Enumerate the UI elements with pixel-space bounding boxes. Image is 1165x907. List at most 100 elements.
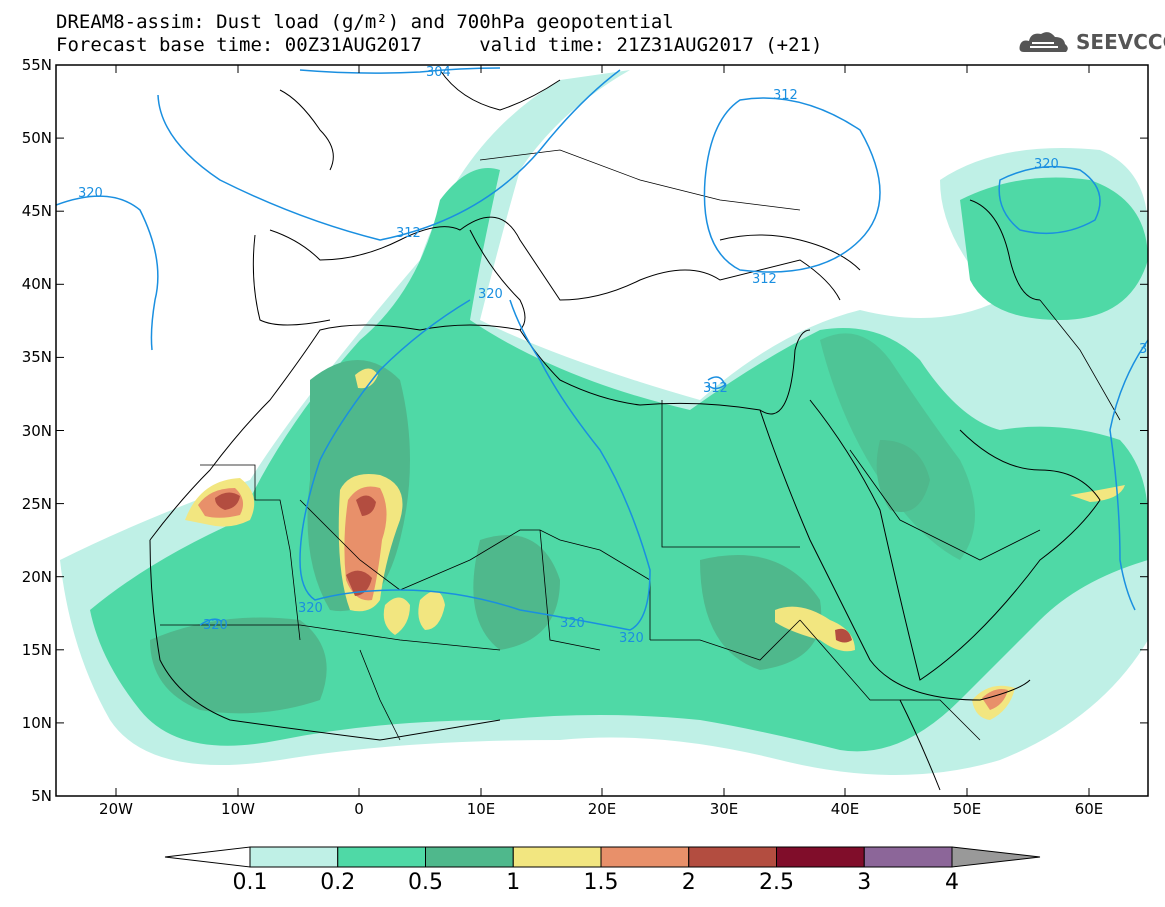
contour-320-atlantic — [56, 195, 159, 351]
dust-level-1-atlas — [355, 368, 378, 389]
colorbar-swatch — [688, 846, 777, 868]
dust-level-1-air — [418, 591, 445, 630]
latitude-label: 50N — [21, 129, 52, 148]
contour-312-west — [157, 69, 621, 241]
dust-level-2-mauritania — [215, 492, 240, 510]
colorbar-tick-label: 3 — [857, 870, 872, 895]
contour-label: 320 — [203, 618, 228, 633]
border-mauritania — [200, 464, 301, 641]
colorbar-swatch — [600, 846, 690, 868]
coastline-iberia — [252, 234, 331, 326]
longitude-label: 10W — [221, 800, 255, 818]
coastline-black-sea — [719, 234, 861, 271]
border-sahel — [160, 624, 501, 651]
colorbar-tick-label: 2.5 — [759, 870, 794, 895]
contour-label: 320 — [478, 287, 503, 302]
border-sudan — [650, 619, 801, 661]
dust-level-0.5-west — [150, 617, 327, 714]
latitude-label: 55N — [21, 56, 52, 74]
cloud-icon — [1019, 32, 1068, 52]
longitude-label: 20E — [587, 800, 617, 818]
contour-label: 320 — [619, 631, 644, 646]
latitude-label: 45N — [21, 202, 52, 221]
dust-level-2-eritrea — [835, 628, 852, 643]
latitude-label: 40N — [21, 275, 52, 294]
coastline-scandinavia — [439, 69, 561, 111]
coastline-red-sea — [759, 409, 1031, 701]
contour-label: 320 — [560, 616, 585, 631]
contour-3-east — [1109, 339, 1148, 611]
forecast-time-subtitle: Forecast base time: 00Z31AUG2017 valid t… — [56, 34, 823, 56]
border-nigeria — [359, 649, 401, 741]
contour-320-caspian — [998, 165, 1101, 235]
contour-312-east — [703, 97, 881, 273]
colorbar-tick-label: 0.1 — [232, 870, 268, 895]
contour-label: 312 — [396, 226, 421, 241]
colorbar-swatch — [863, 846, 953, 868]
dust-level-2-algeria-south — [346, 570, 372, 596]
border-europe — [479, 149, 801, 211]
geopotential-contours — [56, 67, 1148, 631]
colorbar-tick-label: 0.5 — [408, 870, 443, 895]
dust-level-1-niger — [383, 597, 410, 635]
dust-level-0.5-arabia — [876, 440, 930, 512]
map-title: DREAM8-assim: Dust load (g/m²) and 700hP… — [56, 11, 674, 33]
contour-320-main — [299, 299, 651, 631]
longitude-label: 10E — [466, 800, 496, 818]
border-saudi — [849, 449, 1041, 561]
dust-field — [60, 70, 1148, 775]
latitude-label: 20N — [21, 567, 52, 586]
dust-level-1-ethiopia — [775, 606, 855, 652]
coastline-north-africa — [149, 324, 811, 541]
coastline-europe — [269, 216, 841, 301]
longitude-label: 60E — [1074, 800, 1104, 818]
colorbar-swatch — [337, 846, 426, 868]
colorbar-tick-label: 4 — [945, 870, 959, 895]
colorbar-swatch — [512, 846, 602, 868]
dust-level-2-algeria — [356, 495, 376, 516]
colorbar — [164, 846, 1041, 868]
colorbar-swatch — [425, 846, 514, 868]
contour-label: 320 — [298, 601, 323, 616]
colorbar-swatch — [249, 846, 339, 868]
border-egypt — [661, 400, 800, 548]
longitude-label: 20W — [99, 800, 133, 818]
latitude-label: 30N — [21, 421, 52, 440]
longitude-label: 50E — [952, 800, 982, 818]
longitude-label: 40E — [830, 800, 860, 818]
dust-level-0.5-chad — [473, 535, 560, 650]
colorbar-tick-label: 2 — [681, 870, 696, 895]
dust-level-1-oman — [1070, 485, 1125, 502]
coastline-caspian — [969, 199, 1041, 301]
logo-text: SEEVCCC — [1076, 30, 1165, 54]
contour-304 — [299, 67, 501, 74]
latitude-label: 25N — [21, 494, 52, 513]
longitude-label: 30E — [709, 800, 739, 818]
coastline-italy — [469, 229, 526, 331]
dust-level-0.5-sudan — [700, 555, 822, 670]
dust-level-0.2-east — [960, 177, 1148, 320]
coastline-arabia — [809, 399, 1101, 681]
coastline-britain — [279, 89, 334, 171]
latitude-label: 5N — [31, 787, 52, 805]
coastlines — [149, 69, 1101, 791]
border-libya — [520, 529, 651, 640]
contour-label: 312 — [773, 88, 798, 103]
border-ethiopia — [799, 619, 981, 741]
coastline-east-africa — [899, 699, 941, 791]
latitude-label: 10N — [21, 713, 52, 732]
longitude-label: 0 — [354, 800, 364, 818]
border-chad — [539, 529, 601, 651]
contour-label: 312 — [752, 272, 777, 287]
colorbar-tick-label: 0.2 — [320, 870, 356, 895]
contour-labels: 304 312 312 312 312 320 320 320 320 320 … — [78, 65, 1147, 646]
colorbar-high-arrow — [951, 846, 1041, 868]
contour-label: 304 — [426, 65, 451, 80]
colorbar-swatch — [776, 846, 865, 868]
contour-label: 312 — [703, 381, 728, 396]
latitude-label: 15N — [21, 640, 52, 659]
contour-312-small — [707, 376, 726, 390]
contour-label: 3 — [1139, 342, 1147, 357]
latitude-label: 35N — [21, 348, 52, 367]
border-iran — [1039, 299, 1121, 421]
